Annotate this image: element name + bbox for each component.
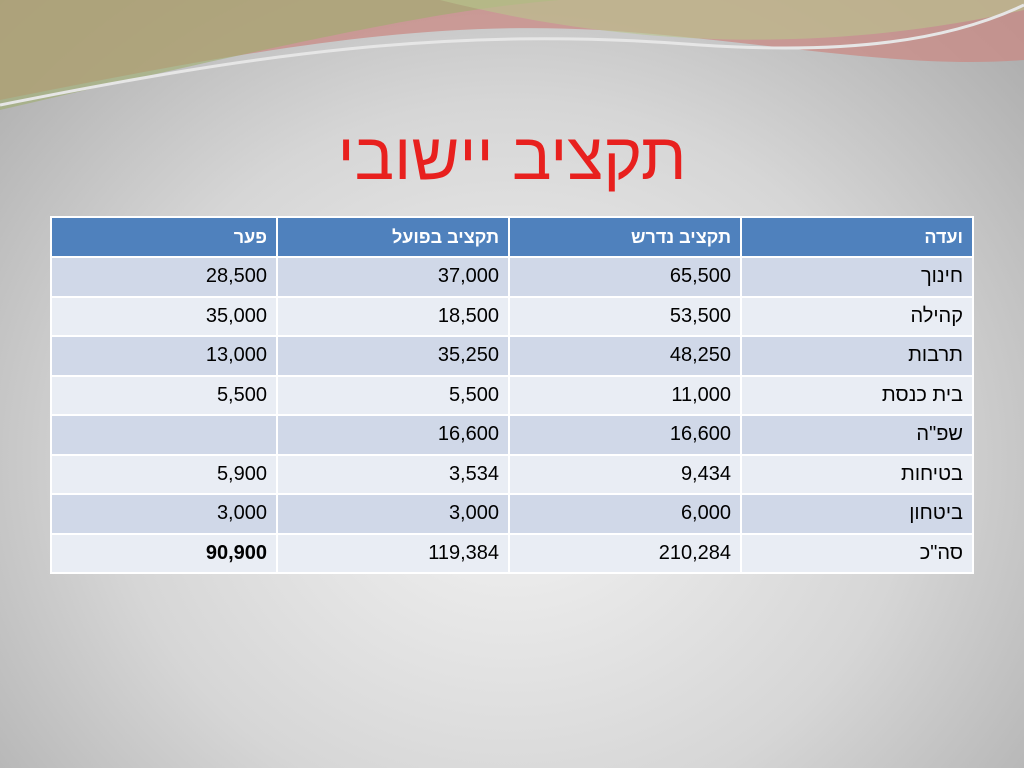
table-cell: 5,900 (50, 453, 278, 495)
table-cell: 18,500 (276, 295, 510, 337)
wave-green-right (440, 0, 1024, 40)
table-cell: 53,500 (508, 295, 742, 337)
table-cell: חינוך (740, 256, 974, 298)
table-cell: 11,000 (508, 374, 742, 416)
table-cell: 119,384 (276, 532, 510, 574)
header-cell: תקציב בפועל (276, 216, 510, 258)
table-cell: ביטחון (740, 493, 974, 535)
table-row: סה"כ 210,284 119,384 90,900 (50, 532, 974, 574)
table-cell: 65,500 (508, 256, 742, 298)
slide-title: תקציב יישובי (337, 119, 687, 193)
wave-green (0, 0, 560, 110)
table-cell: 5,500 (50, 374, 278, 416)
table-row: תרבות 48,250 35,250 13,000 (50, 335, 974, 377)
table-cell: 6,000 (508, 493, 742, 535)
header-cell: ועדה (740, 216, 974, 258)
budget-table: ועדה תקציב נדרש תקציב בפועל פער חינוך 65,500… (50, 216, 974, 574)
table-cell: 3,534 (276, 453, 510, 495)
table-row: בית כנסת 11,000 5,500 5,500 (50, 374, 974, 416)
table-row: קהילה 53,500 18,500 35,000 (50, 295, 974, 337)
table-row: בטיחות 9,434 3,534 5,900 (50, 453, 974, 495)
table-cell: 210,284 (508, 532, 742, 574)
table-cell: בטיחות (740, 453, 974, 495)
header-cell: פער (50, 216, 278, 258)
table-cell (50, 414, 278, 456)
table-row: ביטחון 6,000 3,000 3,000 (50, 493, 974, 535)
decoration (0, 0, 1024, 110)
header-row: ועדה תקציב נדרש תקציב בפועל פער (50, 216, 974, 258)
table-row: שפ"ה 16,600 16,600 (50, 414, 974, 456)
header-cell: תקציב נדרש (508, 216, 742, 258)
table-cell: 3,000 (276, 493, 510, 535)
table-cell: 35,250 (276, 335, 510, 377)
table-cell: 16,600 (276, 414, 510, 456)
table-cell: קהילה (740, 295, 974, 337)
table-row: חינוך 65,500 37,000 28,500 (50, 256, 974, 298)
table-cell: 13,000 (50, 335, 278, 377)
table-cell: 5,500 (276, 374, 510, 416)
table-cell: סה"כ (740, 532, 974, 574)
table-cell: 90,900 (50, 532, 278, 574)
table-cell: 48,250 (508, 335, 742, 377)
table-cell: תרבות (740, 335, 974, 377)
table-cell: שפ"ה (740, 414, 974, 456)
table-cell: 9,434 (508, 453, 742, 495)
wave-line (0, 3, 1024, 107)
table-cell: 28,500 (50, 256, 278, 298)
table-cell: 16,600 (508, 414, 742, 456)
table-cell: 37,000 (276, 256, 510, 298)
table-cell: 3,000 (50, 493, 278, 535)
table-cell: 35,000 (50, 295, 278, 337)
table-body: חינוך 65,500 37,000 28,500 קהילה 53,500 18,500… (50, 256, 974, 574)
table-cell: בית כנסת (740, 374, 974, 416)
